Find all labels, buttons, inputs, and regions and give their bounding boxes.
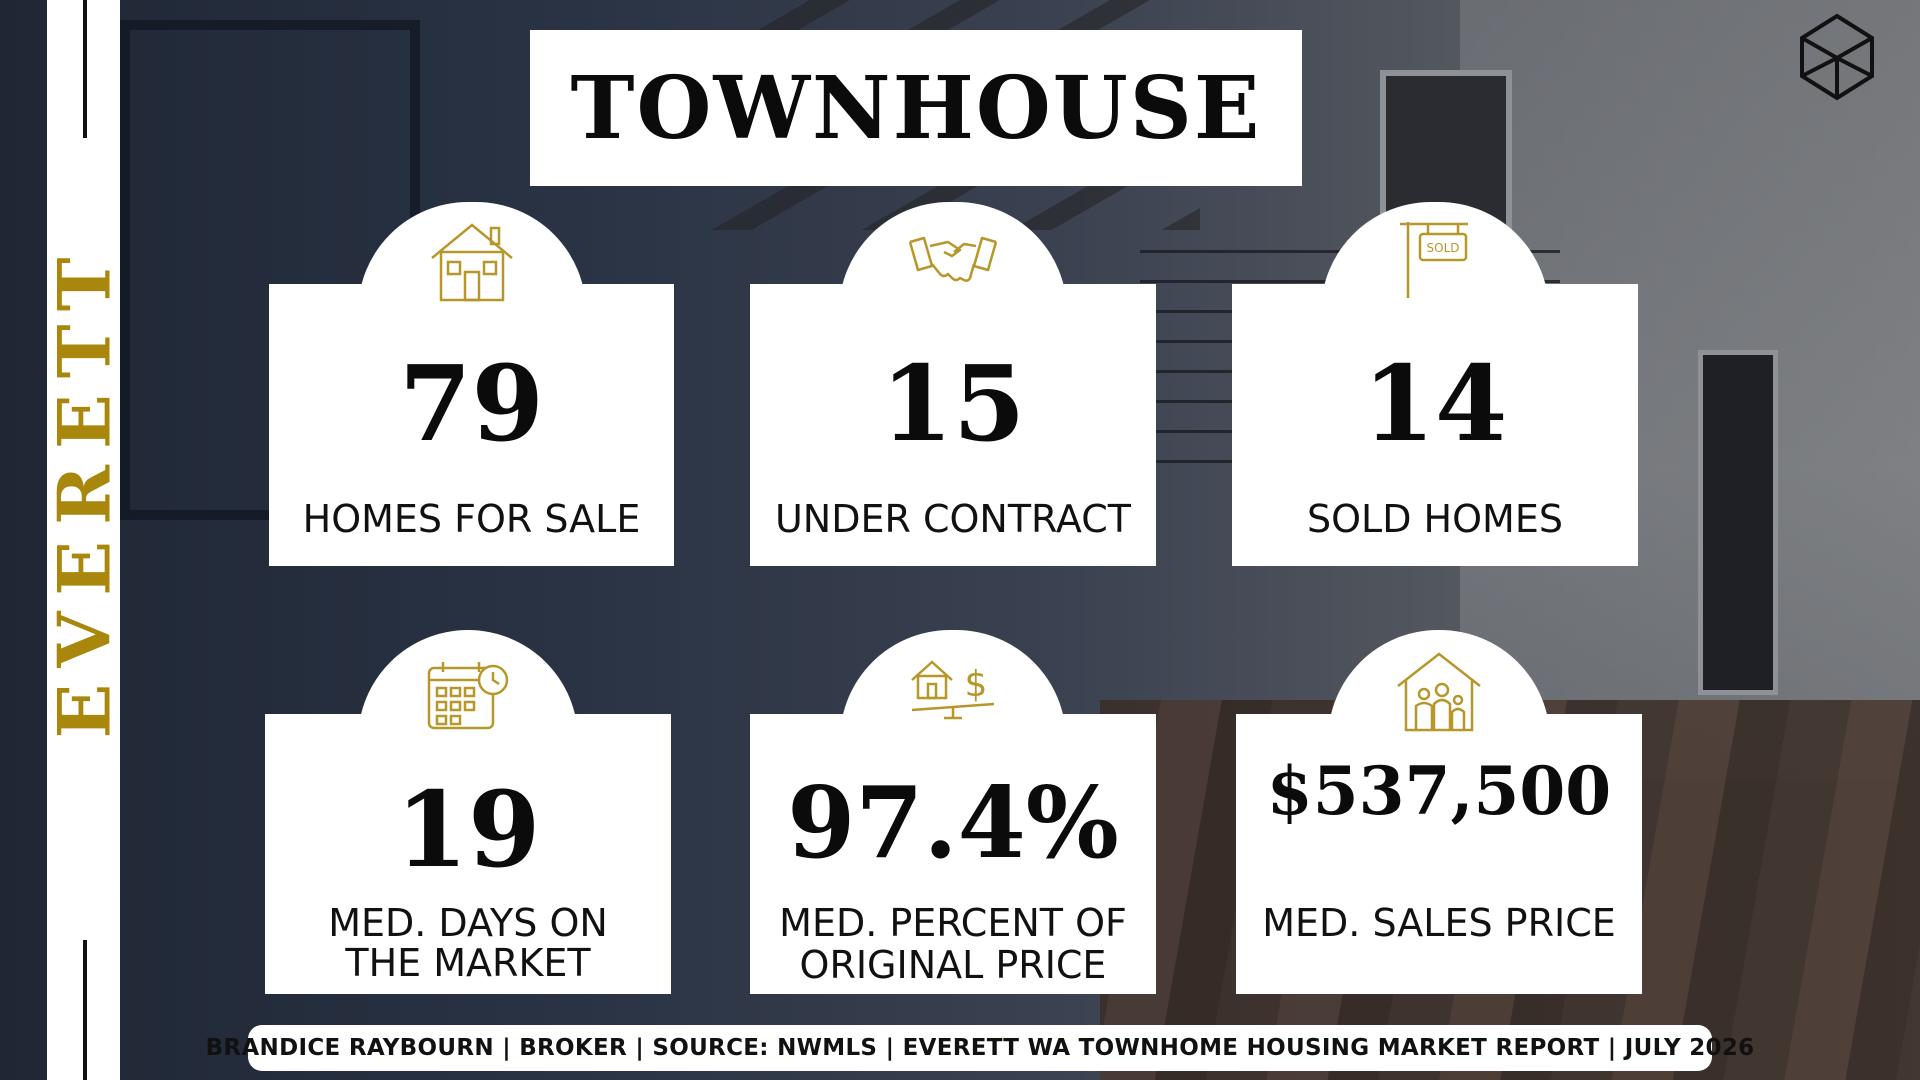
stat-value: 97.4% [787, 766, 1119, 881]
sidebar-divider-top [83, 0, 87, 138]
card-panel [1232, 284, 1638, 566]
stat-label-line2: ORIGINAL PRICE [799, 943, 1107, 987]
stat-card-median-sales-price: $537,500 MED. SALES PRICE [1236, 630, 1642, 994]
footer-credit: BRANDICE RAYBOURN | BROKER | SOURCE: NWM… [205, 1035, 1755, 1061]
stat-label-line2: THE MARKET [345, 941, 591, 985]
stat-value: 15 [880, 342, 1026, 465]
stat-card-under-contract: 15 UNDER CONTRACT [750, 202, 1156, 566]
sidebar-strip [47, 0, 120, 1080]
svg-text:$: $ [965, 664, 988, 705]
sidebar-divider-bottom [83, 940, 87, 1080]
page-title: TOWNHOUSE [570, 57, 1262, 159]
card-panel [750, 714, 1156, 994]
card-panel [750, 284, 1156, 566]
card-panel [269, 284, 674, 566]
calendar-clock-icon [427, 662, 509, 730]
city-name: EVERETT [41, 241, 127, 739]
stat-card-percent-original-price: $ 97.4% MED. PERCENT OF ORIGINAL PRICE [750, 630, 1156, 994]
footer-bar: BRANDICE RAYBOURN | BROKER | SOURCE: NWM… [206, 1025, 1754, 1071]
stat-card-homes-for-sale: 79 HOMES FOR SALE [269, 202, 674, 566]
stat-value: 79 [399, 342, 544, 465]
stat-label-line1: MED. DAYS ON [328, 901, 608, 945]
title-banner: TOWNHOUSE [530, 30, 1302, 186]
pendant-lamp-icon [1800, 13, 1874, 101]
handshake-icon [908, 236, 998, 282]
stat-label: UNDER CONTRACT [774, 497, 1131, 541]
stat-value: 14 [1362, 342, 1508, 465]
house-dollar-scale-icon: $ [911, 660, 995, 720]
stat-card-days-on-market: 19 MED. DAYS ON THE MARKET [265, 630, 671, 994]
sold-sign-icon: SOLD [1400, 222, 1468, 298]
house-icon [430, 223, 513, 302]
stat-label-line1: MED. PERCENT OF [779, 901, 1127, 945]
stat-card-sold-homes: SOLD 14 SOLD HOMES [1232, 202, 1638, 566]
family-house-icon [1397, 652, 1481, 732]
stat-value: $537,500 [1266, 752, 1612, 830]
svg-text:SOLD: SOLD [1427, 241, 1460, 255]
background-door-lower [1698, 350, 1778, 695]
card-panel [265, 714, 671, 994]
stat-label: SOLD HOMES [1307, 497, 1563, 541]
stat-label: MED. SALES PRICE [1262, 901, 1616, 945]
stat-label: HOMES FOR SALE [302, 497, 641, 541]
card-panel [1236, 714, 1642, 994]
stat-value: 19 [395, 768, 541, 891]
